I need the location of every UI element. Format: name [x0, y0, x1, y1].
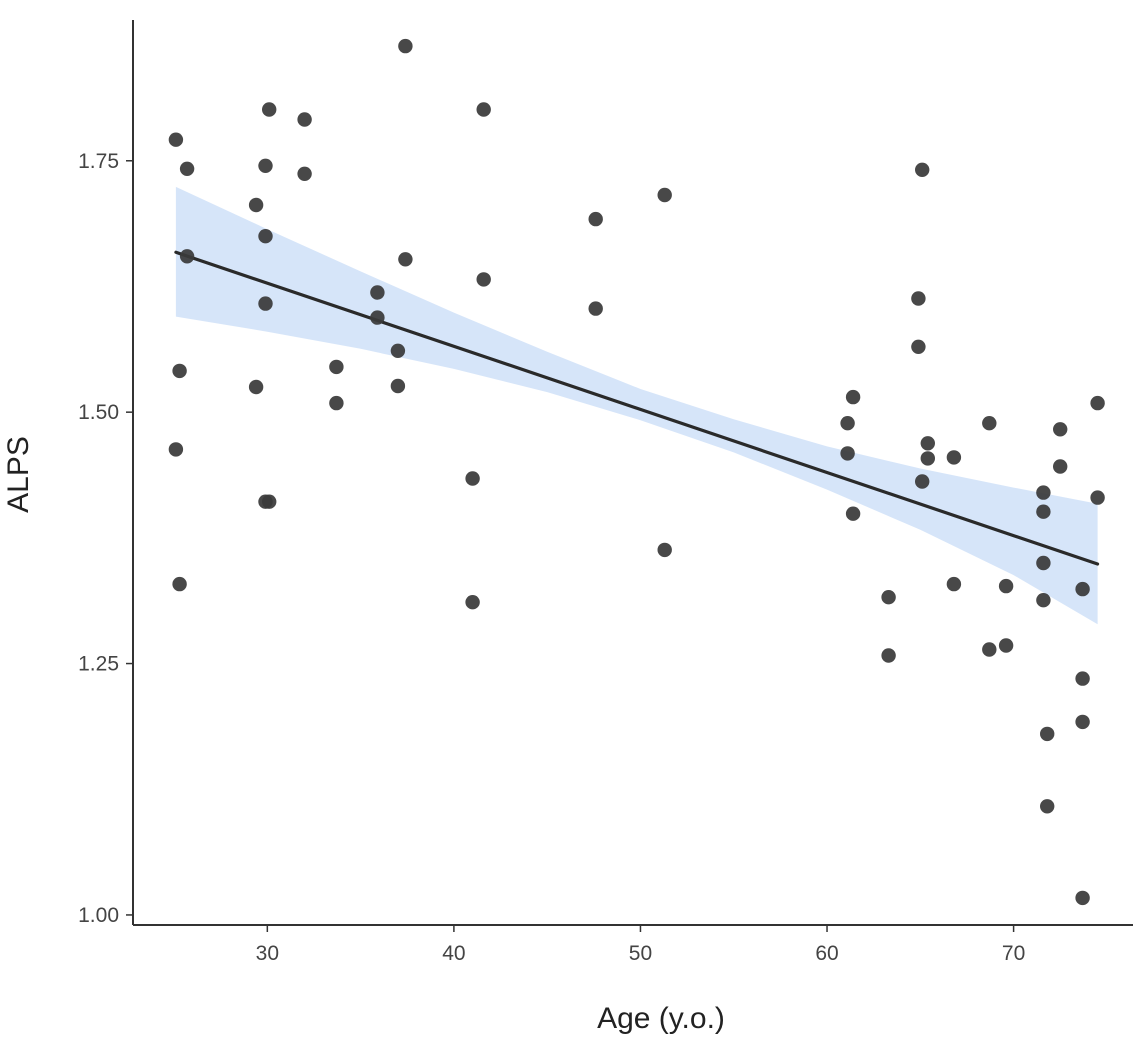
data-points-layer — [168, 38, 1105, 906]
data-point — [248, 197, 264, 213]
data-point — [297, 166, 312, 181]
data-point — [946, 450, 962, 465]
data-point — [840, 446, 855, 461]
y-axis-title: ALPS — [2, 436, 35, 513]
data-point — [840, 416, 855, 431]
regression-line — [174, 250, 1100, 566]
data-point — [1053, 422, 1068, 437]
data-point — [398, 252, 413, 267]
data-point — [179, 161, 195, 176]
data-point — [248, 379, 264, 395]
data-point — [258, 229, 273, 244]
data-point — [262, 494, 277, 509]
data-point — [262, 102, 277, 117]
data-point — [911, 339, 926, 354]
y-tick-label: 1.25 — [78, 653, 119, 676]
confidence-band-layer — [175, 186, 1098, 625]
data-point — [329, 395, 344, 411]
data-point — [946, 576, 962, 592]
data-point — [1090, 490, 1105, 505]
data-point — [588, 211, 603, 227]
data-point — [920, 451, 935, 466]
data-point — [915, 474, 930, 489]
axes — [132, 20, 1133, 926]
x-tick-label: 30 — [256, 942, 279, 965]
y-tick-label: 1.50 — [78, 401, 119, 424]
data-point — [982, 416, 997, 431]
data-point — [1075, 581, 1090, 597]
data-point — [998, 638, 1014, 653]
data-point — [588, 301, 603, 316]
x-tick-label: 40 — [442, 942, 465, 965]
y-axis-ticks: 1.00 1.25 1.50 1.75 — [78, 150, 133, 927]
data-point — [1036, 555, 1051, 571]
data-point — [476, 272, 491, 287]
data-point — [915, 162, 930, 177]
data-point — [998, 578, 1014, 594]
regression-line-layer — [174, 250, 1100, 566]
data-point — [1090, 395, 1105, 411]
data-point — [465, 471, 480, 486]
x-axis-title: Age (y.o.) — [597, 1002, 725, 1035]
data-point — [845, 506, 861, 521]
data-point — [258, 296, 273, 311]
y-tick-label: 1.00 — [78, 904, 119, 927]
data-point — [1075, 671, 1090, 686]
data-point — [390, 378, 406, 394]
data-point — [657, 187, 672, 203]
data-point — [881, 648, 896, 663]
data-point — [168, 442, 184, 457]
data-point — [297, 112, 312, 127]
data-point — [1075, 890, 1090, 906]
data-point — [172, 576, 187, 592]
data-point — [1036, 485, 1051, 500]
data-point — [168, 132, 184, 147]
data-point — [1036, 593, 1051, 608]
data-point — [370, 310, 385, 325]
confidence-band — [175, 186, 1098, 625]
data-point — [370, 285, 385, 300]
x-tick-label: 50 — [629, 942, 652, 965]
data-point — [172, 363, 187, 379]
data-point — [657, 542, 672, 558]
data-point — [911, 291, 926, 306]
data-point — [258, 158, 273, 173]
data-point — [982, 642, 997, 657]
x-axis-ticks: 30 40 50 60 70 — [256, 925, 1025, 965]
data-point — [1036, 504, 1051, 519]
data-point — [465, 595, 480, 610]
data-point — [920, 436, 935, 451]
data-point — [398, 38, 413, 54]
data-point — [1075, 714, 1090, 730]
data-point — [881, 590, 896, 605]
x-tick-label: 70 — [1002, 942, 1025, 965]
data-point — [1040, 726, 1055, 742]
data-point — [845, 389, 861, 405]
data-point — [1040, 799, 1055, 814]
data-point — [329, 359, 344, 375]
data-point — [1053, 459, 1068, 474]
data-point — [476, 102, 491, 117]
data-point — [179, 249, 195, 264]
x-tick-label: 60 — [815, 942, 838, 965]
data-point — [390, 343, 406, 358]
y-tick-label: 1.75 — [78, 150, 119, 173]
